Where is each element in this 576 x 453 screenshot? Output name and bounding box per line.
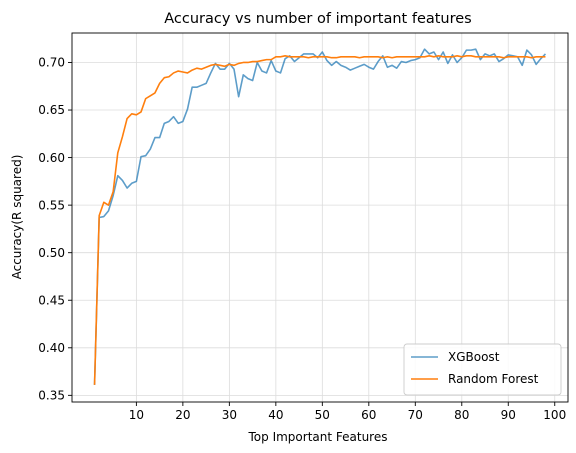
legend-label-xgboost: XGBoost xyxy=(448,350,500,364)
x-axis: 10 20 30 40 50 60 70 80 90 100 xyxy=(129,402,566,422)
x-tick-label: 70 xyxy=(408,408,423,422)
x-tick-label: 50 xyxy=(315,408,330,422)
y-tick-label: 0.50 xyxy=(38,246,65,260)
x-tick-label: 10 xyxy=(129,408,144,422)
x-tick-label: 30 xyxy=(222,408,237,422)
series-lines xyxy=(93,48,547,385)
plot-frame xyxy=(71,32,569,403)
x-tick-label: 60 xyxy=(361,408,376,422)
x-tick-label: 20 xyxy=(175,408,190,422)
y-tick-label: 0.70 xyxy=(38,56,65,70)
x-tick-label: 90 xyxy=(501,408,516,422)
y-tick-label: 0.65 xyxy=(38,103,65,117)
y-tick-label: 0.35 xyxy=(38,389,65,403)
x-tick-label: 80 xyxy=(454,408,469,422)
series-line-random-forest xyxy=(93,55,546,385)
legend-box xyxy=(403,343,562,396)
x-axis-label: Top Important Features xyxy=(248,430,388,444)
y-axis: 0.35 0.40 0.45 0.50 0.55 0.60 0.65 0.70 xyxy=(38,56,72,403)
x-tick-label: 40 xyxy=(268,408,283,422)
series-line-xgboost xyxy=(93,48,547,385)
legend: XGBoost Random Forest xyxy=(403,343,562,396)
y-tick-label: 0.45 xyxy=(38,293,65,307)
legend-label-random-forest: Random Forest xyxy=(448,372,539,386)
x-tick-label: 100 xyxy=(543,408,566,422)
y-tick-label: 0.55 xyxy=(38,198,65,212)
y-tick-label: 0.40 xyxy=(38,341,65,355)
y-axis-label: Accuracy(R squared) xyxy=(10,155,24,280)
chart-title: Accuracy vs number of important features xyxy=(164,11,472,27)
y-tick-label: 0.60 xyxy=(38,151,65,165)
